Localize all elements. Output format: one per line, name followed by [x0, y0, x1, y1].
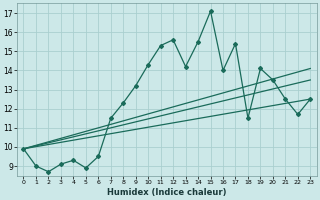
X-axis label: Humidex (Indice chaleur): Humidex (Indice chaleur) [107, 188, 227, 197]
